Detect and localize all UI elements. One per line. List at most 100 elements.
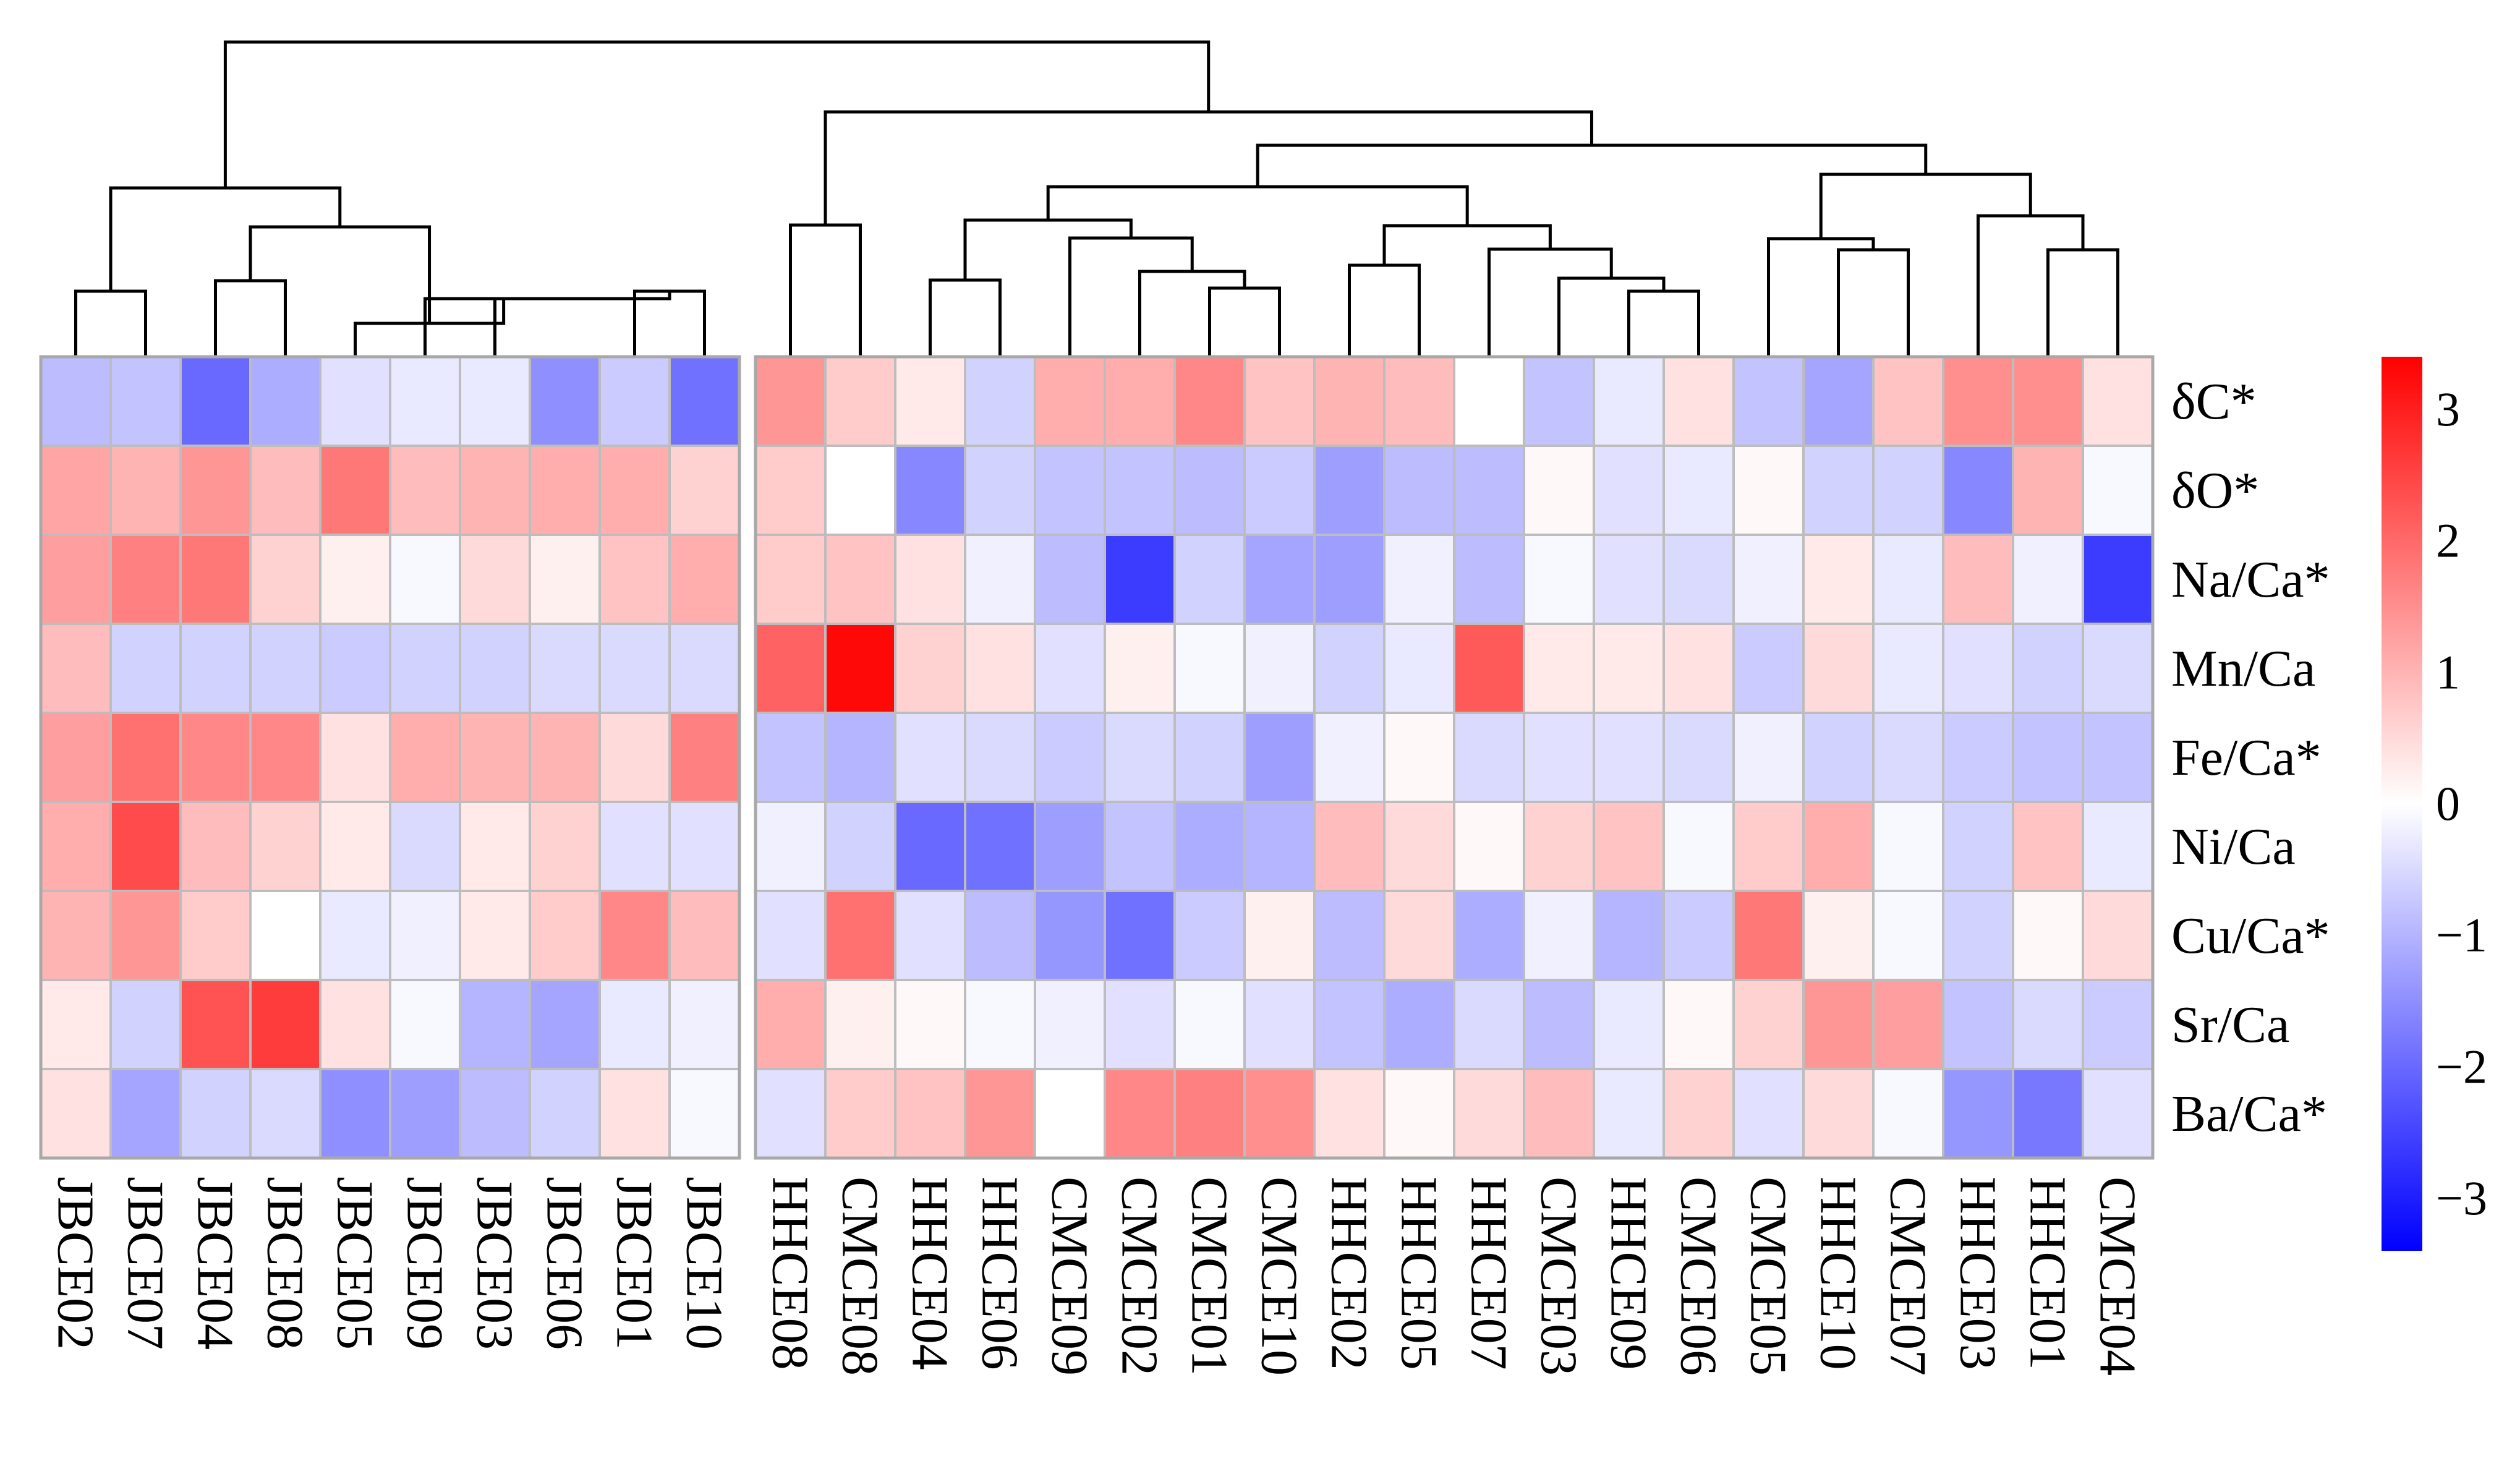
heatmap-cell: [754, 712, 827, 803]
heatmap-cell: [319, 445, 391, 536]
heatmap-cell: [598, 979, 671, 1070]
panel-frames: [39, 355, 2155, 1160]
heatmap-cell: [824, 1068, 896, 1159]
heatmap-cell: [1453, 979, 1525, 1070]
heatmap-cell: [2082, 445, 2154, 536]
heatmap-cell: [1662, 801, 1735, 892]
dendrogram-link: [493, 291, 671, 357]
heatmap-cell: [249, 979, 321, 1070]
heatmap-cell: [40, 979, 112, 1070]
heatmap-cell: [894, 712, 966, 803]
heatmap-cell: [1942, 534, 2014, 625]
heatmap-cell: [1383, 445, 1455, 536]
heatmap-cell: [1662, 1068, 1735, 1159]
heatmap-cell: [894, 534, 966, 625]
dendrogram-link: [633, 289, 706, 357]
heatmap-cell: [1243, 534, 1316, 625]
dendrogram-link: [74, 289, 147, 357]
heatmap-cell: [2082, 979, 2154, 1070]
heatmap-cell: [1104, 1068, 1176, 1159]
colorbar-tick-label: −1: [2436, 908, 2487, 962]
heatmap-cell: [824, 890, 896, 981]
heatmap-cell: [1313, 1068, 1386, 1159]
heatmap-cell: [40, 356, 112, 447]
column-label: CMCE01: [1181, 1177, 1238, 1376]
heatmap-cell: [1942, 356, 2014, 447]
heatmap-cell: [1523, 623, 1595, 714]
heatmap-cell: [598, 445, 671, 536]
heatmap-cell: [1104, 979, 1176, 1070]
left-panel-frame: [39, 355, 741, 1160]
heatmap-cell: [40, 1068, 112, 1159]
heatmap-cell: [824, 445, 896, 536]
heatmap-cell: [1872, 712, 1944, 803]
heatmap-cell: [1104, 623, 1176, 714]
heatmap-cell: [964, 623, 1036, 714]
heatmap-cell: [1732, 623, 1805, 714]
heatmap-cell: [1453, 534, 1525, 625]
heatmap-cell: [1243, 890, 1316, 981]
column-label: HHCE06: [971, 1177, 1029, 1370]
heatmap-cell: [1453, 890, 1525, 981]
heatmap-cell: [1662, 445, 1735, 536]
row-label: Cu/Ca*: [2171, 907, 2330, 965]
column-label: CMCE10: [1251, 1177, 1308, 1376]
heatmap-cell: [894, 623, 966, 714]
heatmap-cell: [1034, 534, 1106, 625]
heatmap-cell: [1732, 356, 1805, 447]
column-label: CMCE05: [1740, 1177, 1797, 1376]
heatmap-cell: [459, 979, 531, 1070]
heatmap-cell: [824, 356, 896, 447]
heatmap-cell: [179, 979, 252, 1070]
heatmap-cell: [1593, 356, 1665, 447]
column-label: HHCE09: [1600, 1177, 1658, 1370]
heatmap-cell: [1942, 623, 2014, 714]
row-label: Ba/Ca*: [2171, 1085, 2327, 1143]
heatmap-cell: [459, 356, 531, 447]
dendrogram-link: [1208, 286, 1281, 357]
heatmap-cell: [598, 712, 671, 803]
column-label: CMCE02: [1111, 1177, 1168, 1376]
heatmap-cell: [40, 445, 112, 536]
column-label: HHCE01: [2019, 1177, 2077, 1370]
heatmap-cell: [1453, 801, 1525, 892]
heatmap-cell: [894, 801, 966, 892]
heatmap-cell: [2082, 356, 2154, 447]
heatmap-cell: [1034, 979, 1106, 1070]
dendrogram-link: [1138, 270, 1246, 357]
heatmap-cell: [529, 534, 601, 625]
column-label: CMCE08: [832, 1177, 889, 1376]
heatmap-cell: [1802, 1068, 1875, 1159]
heatmap-cell: [179, 890, 252, 981]
heatmap-cell: [1523, 1068, 1595, 1159]
column-label: HHCE10: [1810, 1177, 1867, 1370]
heatmap-cell: [1104, 712, 1176, 803]
row-label: Na/Ca*: [2171, 551, 2330, 608]
heatmap-cell: [2012, 801, 2084, 892]
heatmap-cell: [824, 979, 896, 1070]
column-label: JBCE01: [606, 1177, 663, 1350]
heatmap-cell: [1662, 623, 1735, 714]
heatmap-cell: [894, 445, 966, 536]
heatmap-cell: [1243, 712, 1316, 803]
heatmap-cell: [1802, 712, 1875, 803]
heatmap-cell: [529, 1068, 601, 1159]
heatmap-cell: [964, 445, 1036, 536]
heatmap-cell: [1034, 356, 1106, 447]
heatmap-cell: [529, 979, 601, 1070]
heatmap-cell: [249, 445, 321, 536]
heatmap-cell: [459, 890, 531, 981]
heatmap-cell: [2012, 890, 2084, 981]
heatmap-cell: [1942, 890, 2014, 981]
dendrogram-link: [214, 279, 287, 357]
heatmap-cell: [964, 356, 1036, 447]
heatmap-cell: [1732, 890, 1805, 981]
dendrogram-link: [2046, 248, 2119, 357]
heatmap-cell: [1593, 534, 1665, 625]
row-label: δC*: [2171, 373, 2257, 430]
heatmap-cell: [1104, 890, 1176, 981]
heatmap-cell: [754, 534, 827, 625]
heatmap-cell: [598, 623, 671, 714]
heatmap-cell: [1383, 979, 1455, 1070]
